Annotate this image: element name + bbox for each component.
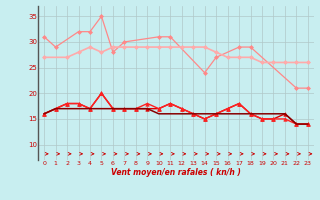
X-axis label: Vent moyen/en rafales ( kn/h ): Vent moyen/en rafales ( kn/h ): [111, 168, 241, 177]
